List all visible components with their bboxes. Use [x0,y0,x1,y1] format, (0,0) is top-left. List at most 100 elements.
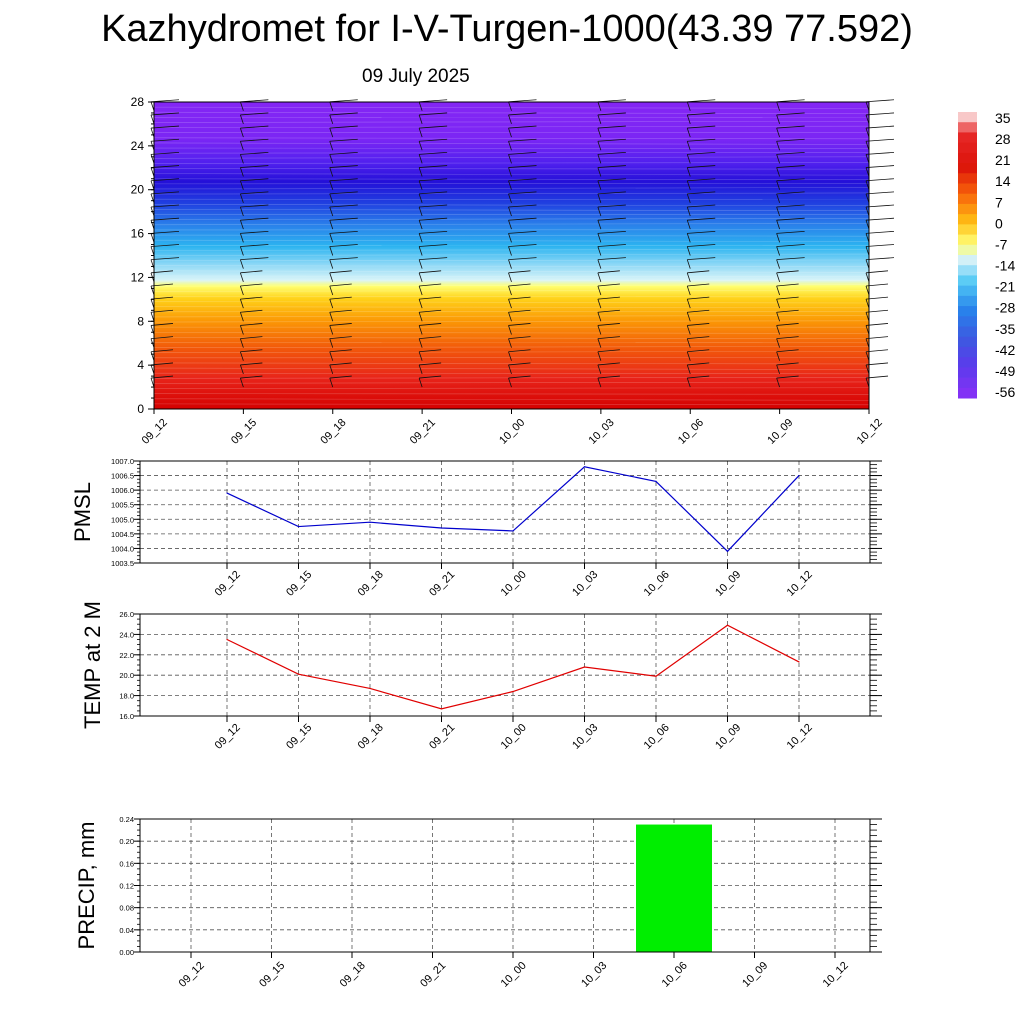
wind-barb [686,377,691,388]
xtick-label: 10_00 [499,569,529,599]
colorbar-swatch [958,224,977,236]
wind-barb-flag [419,296,442,300]
wind-barb [686,180,691,190]
xtick-label: 09_15 [284,722,314,752]
colorbar-swatch [958,203,977,215]
wind-barb-flag [597,375,620,379]
wind-barb-flag [597,257,626,261]
wind-barb [776,272,781,282]
wind-barb-flag [150,362,174,366]
section-xtick-label: 10_06 [676,417,706,447]
wind-barb [776,259,781,269]
ytick-label: 1005.0 [111,515,134,524]
wind-barb [776,206,781,217]
data-point [297,673,300,675]
wind-barb [418,259,423,269]
wind-barb [508,272,512,282]
xtick-label: 10_09 [713,569,743,599]
wind-barb-flag [687,125,716,129]
colorbar-label: 14 [995,173,1011,189]
wind-barb [418,167,423,177]
panel-frame [139,613,871,717]
wind-barb-flag [419,112,448,116]
wind-barb-flag [419,244,448,247]
ytick-label: 0.24 [119,815,134,824]
wind-barb-flag [419,125,448,129]
wind-barb-flag [508,323,531,326]
wind-barb [329,351,334,361]
panel-ylabel: PMSL [70,482,95,542]
isotherm-line [153,393,870,395]
wind-barb [508,193,512,203]
wind-barb-flag [597,283,620,287]
wind-barb-flag [240,375,263,379]
wind-barb [776,325,781,335]
wind-barb [418,338,423,348]
wind-barb-flag [240,165,269,168]
isotherm-line [153,156,870,159]
xtick-label: 09_12 [177,960,207,990]
wind-barb-flag [150,152,180,155]
wind-barb-flag [776,217,805,221]
xtick-label: 10_09 [740,960,770,990]
wind-barb-flag [508,362,531,366]
xtick-label: 10_06 [642,569,672,599]
wind-barb [597,233,602,243]
xtick-label: 09_18 [338,960,368,990]
wind-barb-flag [240,217,269,221]
section-xtick-label: 10_03 [587,417,617,447]
isotherm-line [153,265,870,267]
wind-barb [239,351,244,361]
wind-barb-flag [597,362,620,366]
wind-barb [329,272,334,282]
colorbar-swatch [958,112,977,123]
wind-barb-flag [150,178,180,182]
wind-barb-flag [240,257,269,261]
wind-barb-flag [597,125,626,129]
ytick-label: 20.0 [119,671,134,680]
colorbar-swatch [958,255,977,266]
wind-barb-flag [597,309,620,313]
wind-barb [329,325,334,335]
wind-barb [418,206,423,217]
wind-barb-flag [150,125,180,129]
wind-barb-flag [329,336,352,339]
ytick-label: 26.0 [119,610,134,619]
wind-barb [239,180,244,190]
wind-barb-flag [240,296,263,300]
wind-barb-flag [419,165,448,168]
wind-barb [597,193,602,203]
isotherm-line [153,137,870,140]
data-point [226,638,228,641]
wind-barb [686,167,691,177]
wind-barb-flag [329,125,358,129]
xtick-label: 09_18 [356,722,386,752]
wind-barb-flag [776,349,799,353]
wind-barb-flag [240,178,269,182]
wind-barb-flag [508,112,537,116]
wind-barb [329,127,334,138]
wind-barb [418,299,423,309]
wind-barb-flag [597,191,626,195]
wind-barb-flag [150,217,180,221]
wind-barb-flag [419,375,442,379]
wind-barb-flag [687,244,716,247]
wind-barb [508,259,512,269]
chart-date: 09 July 2025 [362,66,470,87]
data-point [655,675,657,677]
wind-barb-flag [150,323,174,326]
wind-barb [508,377,512,388]
wind-barb-flag [329,152,358,155]
wind-barb [329,206,334,217]
panel-ylabel: TEMP at 2 M [80,601,105,729]
data-point [583,466,586,468]
wind-barb-flag [597,178,626,182]
wind-barb [686,206,691,217]
wind-barb [239,206,244,217]
wind-barb [776,167,781,177]
wind-barb [776,312,781,322]
colorbar-legend: 35 28 21 14 7 0 -7 -14 -21 -28 -35 -42 -49 -56 [958,110,1015,400]
wind-barb [508,101,512,111]
section-ytick-label: 16 [131,227,145,241]
wind-barb-flag [508,125,537,129]
